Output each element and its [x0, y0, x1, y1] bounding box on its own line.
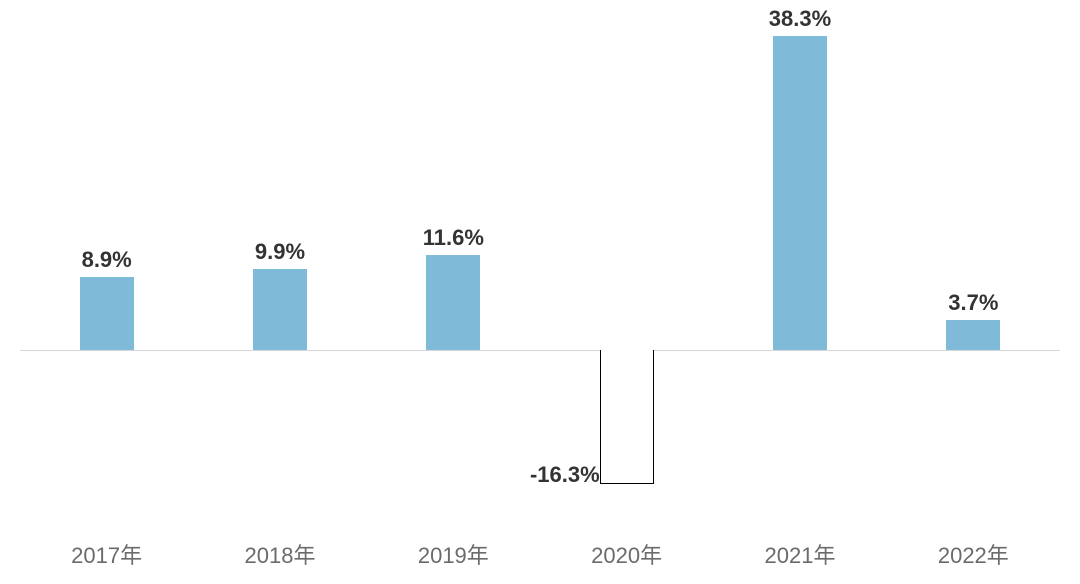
value-label: 3.7%	[948, 290, 998, 316]
bar	[773, 36, 827, 350]
value-label: 9.9%	[255, 239, 305, 265]
bar-chart: 8.9% 2017年 9.9% 2018年 11.6% 2019年 -16.3% 2020年 3…	[0, 0, 1080, 584]
baseline	[20, 350, 1060, 351]
bar	[946, 320, 1000, 350]
category-label: 2021年	[765, 538, 836, 570]
category-label: 2019年	[418, 538, 489, 570]
value-label: 8.9%	[82, 247, 132, 273]
bar	[426, 255, 480, 350]
category-label: 2022年	[938, 538, 1009, 570]
value-label: 38.3%	[769, 6, 831, 32]
bar	[600, 350, 654, 484]
value-label: -16.3%	[530, 462, 600, 488]
value-label: 11.6%	[423, 225, 484, 251]
category-label: 2017年	[71, 538, 142, 570]
plot-area: 8.9%2017年9.9%2018年11.6%2019年-16.3%2020年3…	[20, 10, 1060, 504]
bar	[80, 277, 134, 350]
category-label: 2020年	[591, 538, 662, 570]
category-label: 2018年	[245, 538, 316, 570]
bar	[253, 269, 307, 350]
